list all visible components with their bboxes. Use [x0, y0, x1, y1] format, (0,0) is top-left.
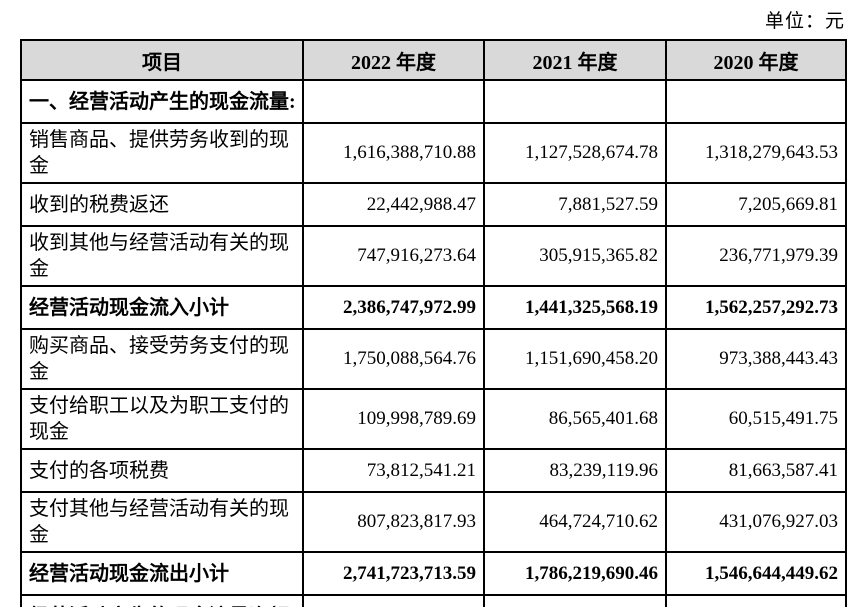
row-value: 7,881,527.59: [483, 182, 667, 227]
row-value: 1,127,528,674.78: [483, 122, 667, 184]
table-body: 一、经营活动产生的现金流量: 销售商品、提供劳务收到的现金 1,616,388,71…: [20, 79, 847, 607]
row-value: 1,786,219,690.46: [483, 551, 667, 596]
row-value: 1,616,388,710.88: [302, 122, 485, 184]
row-value: 1,546,644,449.62: [665, 551, 847, 596]
row-value: 2,741,723,713.59: [302, 551, 485, 596]
row-value: 83,239,119.96: [483, 448, 667, 493]
row-value: 86,565,401.68: [483, 388, 667, 450]
row-label: 经营活动现金流入小计: [20, 285, 304, 330]
row-value: [665, 79, 847, 124]
row-value: 7,205,669.81: [665, 182, 847, 227]
row-value: 81,663,587.41: [665, 448, 847, 493]
row-label: 支付其他与经营活动有关的现金: [20, 491, 304, 553]
table-row: 一、经营活动产生的现金流量:: [20, 79, 847, 124]
table-row: 收到的税费返还 22,442,988.47 7,881,527.59 7,205,66…: [20, 182, 847, 227]
row-value: 1,441,325,568.19: [483, 285, 667, 330]
row-value: 973,388,443.43: [665, 328, 847, 390]
table-row: 支付给职工以及为职工支付的现金 109,998,789.69 86,565,401.…: [20, 388, 847, 450]
table-row: 支付其他与经营活动有关的现金 807,823,817.93 464,724,710.…: [20, 491, 847, 553]
row-value: 73,812,541.21: [302, 448, 485, 493]
table-header-row: 项目 2022 年度 2021 年度 2020 年度: [20, 39, 847, 81]
row-value: 431,076,927.03: [665, 491, 847, 553]
row-value: 1,151,690,458.20: [483, 328, 667, 390]
row-value: 1,562,257,292.73: [665, 285, 847, 330]
row-label: 经营活动产生的现金流量净额: [20, 594, 304, 607]
row-value: 305,915,365.82: [483, 225, 667, 287]
row-label: 购买商品、接受劳务支付的现金: [20, 328, 304, 390]
row-value: 236,771,979.39: [665, 225, 847, 287]
table-row: 经营活动现金流出小计 2,741,723,713.59 1,786,219,690.…: [20, 551, 847, 596]
row-value: 60,515,491.75: [665, 388, 847, 450]
cash-flow-table: 项目 2022 年度 2021 年度 2020 年度 一、经营活动产生的现金流量: 销售…: [20, 39, 847, 607]
table-row: 经营活动产生的现金流量净额-354,975,740.60-344,894,122…: [20, 594, 847, 607]
table-row: 收到其他与经营活动有关的现金 747,916,273.64 305,915,365.…: [20, 225, 847, 287]
row-label: 一、经营活动产生的现金流量:: [20, 79, 304, 124]
row-label: 经营活动现金流出小计: [20, 551, 304, 596]
row-label: 收到的税费返还: [20, 182, 304, 227]
unit-label: 单位：元: [764, 11, 845, 32]
row-label: 支付的各项税费: [20, 448, 304, 493]
column-header-item: 项目: [20, 39, 304, 81]
column-header-year: 2022 年度: [302, 39, 485, 81]
column-header-year: 2020 年度: [665, 39, 847, 81]
row-value: 2,386,747,972.99: [302, 285, 485, 330]
row-value: 15,612,843.11: [665, 594, 847, 607]
row-value: 747,916,273.64: [302, 225, 485, 287]
row-value: 464,724,710.62: [483, 491, 667, 553]
row-value: -354,975,740.60: [302, 594, 485, 607]
column-header-year: 2021 年度: [483, 39, 667, 81]
row-value: 1,318,279,643.53: [665, 122, 847, 184]
row-label: 支付给职工以及为职工支付的现金: [20, 388, 304, 450]
row-value: 1,750,088,564.76: [302, 328, 485, 390]
table-row: 购买商品、接受劳务支付的现金 1,750,088,564.76 1,151,690,…: [20, 328, 847, 390]
row-value: [483, 79, 667, 124]
row-label: 销售商品、提供劳务收到的现金: [20, 122, 304, 184]
table-row: 销售商品、提供劳务收到的现金 1,616,388,710.88 1,127,528,…: [20, 122, 847, 184]
row-value: -344,894,122.27: [483, 594, 667, 607]
table-row: 经营活动现金流入小计 2,386,747,972.99 1,441,325,568.…: [20, 285, 847, 330]
table-row: 支付的各项税费 73,812,541.21 83,239,119.96 81,663,…: [20, 448, 847, 493]
row-value: 22,442,988.47: [302, 182, 485, 227]
row-value: 109,998,789.69: [302, 388, 485, 450]
row-label: 收到其他与经营活动有关的现金: [20, 225, 304, 287]
row-value: [302, 79, 485, 124]
row-value: 807,823,817.93: [302, 491, 485, 553]
